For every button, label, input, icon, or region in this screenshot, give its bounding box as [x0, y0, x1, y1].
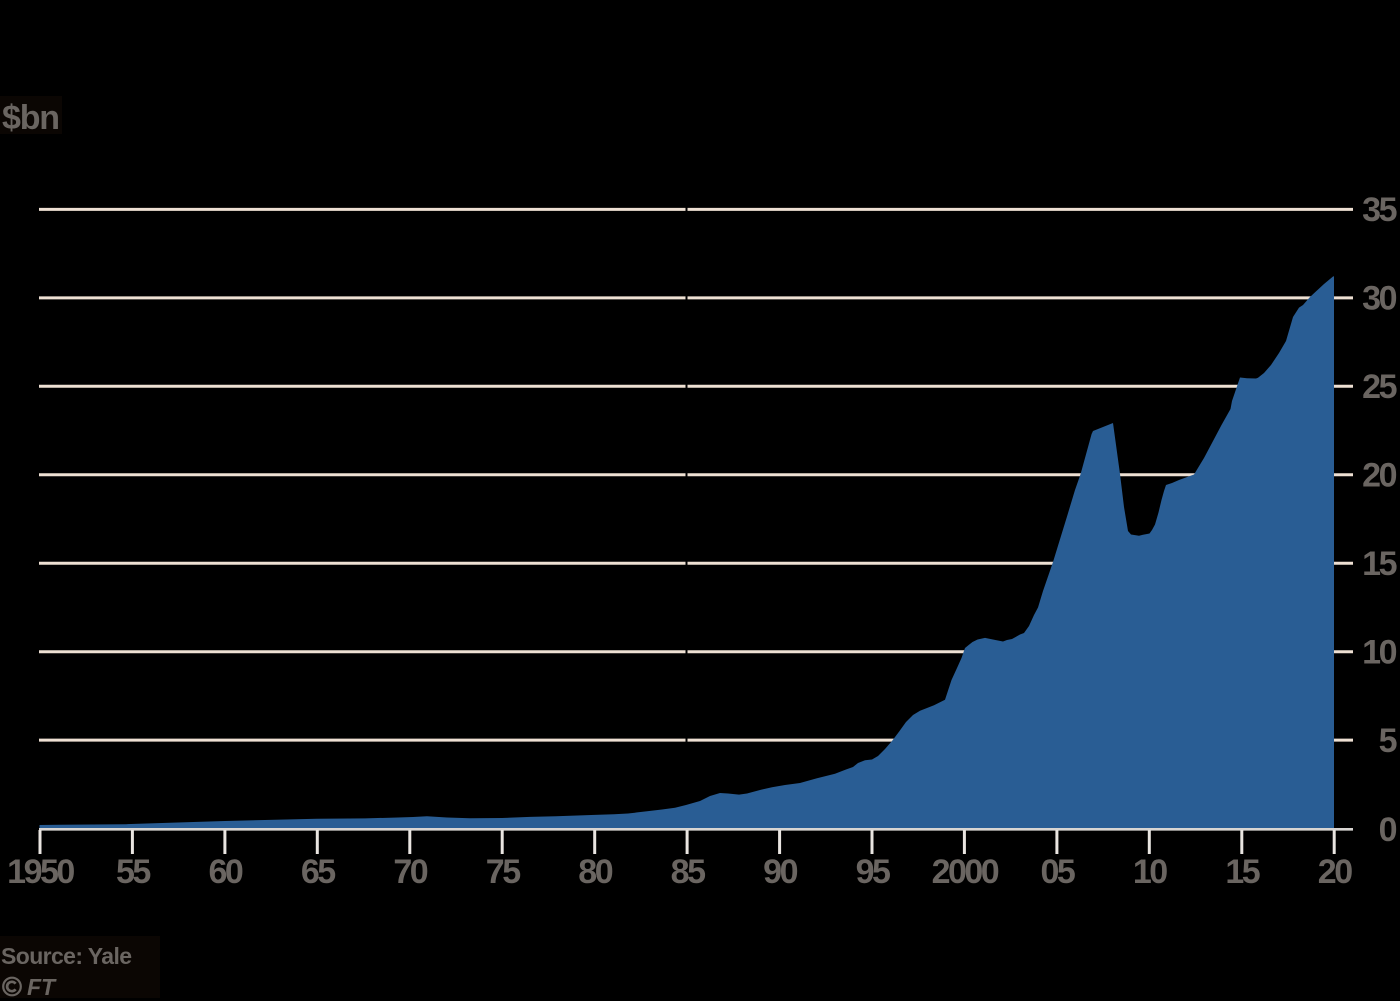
svg-text:5: 5	[1379, 722, 1397, 760]
svg-text:80: 80	[578, 853, 612, 891]
svg-text:$bn: $bn	[2, 99, 59, 137]
svg-text:90: 90	[763, 853, 797, 891]
svg-text:05: 05	[1040, 853, 1074, 891]
svg-text:0: 0	[1379, 811, 1397, 849]
svg-text:35: 35	[1362, 191, 1396, 229]
svg-text:Source: Yale: Source: Yale	[1, 943, 131, 969]
svg-text:20: 20	[1362, 457, 1396, 495]
svg-text:25: 25	[1362, 368, 1396, 406]
svg-text:20: 20	[1318, 853, 1352, 891]
svg-text:15: 15	[1362, 545, 1396, 583]
svg-text:30: 30	[1362, 280, 1396, 318]
svg-text:60: 60	[208, 853, 242, 891]
svg-text:FT: FT	[27, 974, 57, 1000]
svg-text:70: 70	[393, 853, 427, 891]
svg-text:55: 55	[116, 853, 150, 891]
svg-text:10: 10	[1133, 853, 1167, 891]
svg-text:15: 15	[1225, 853, 1259, 891]
svg-text:1950: 1950	[7, 853, 74, 891]
svg-text:65: 65	[301, 853, 335, 891]
svg-text:95: 95	[856, 853, 890, 891]
svg-text:85: 85	[671, 853, 705, 891]
svg-text:2000: 2000	[932, 853, 999, 891]
svg-text:10: 10	[1362, 633, 1396, 671]
svg-text:75: 75	[486, 853, 520, 891]
